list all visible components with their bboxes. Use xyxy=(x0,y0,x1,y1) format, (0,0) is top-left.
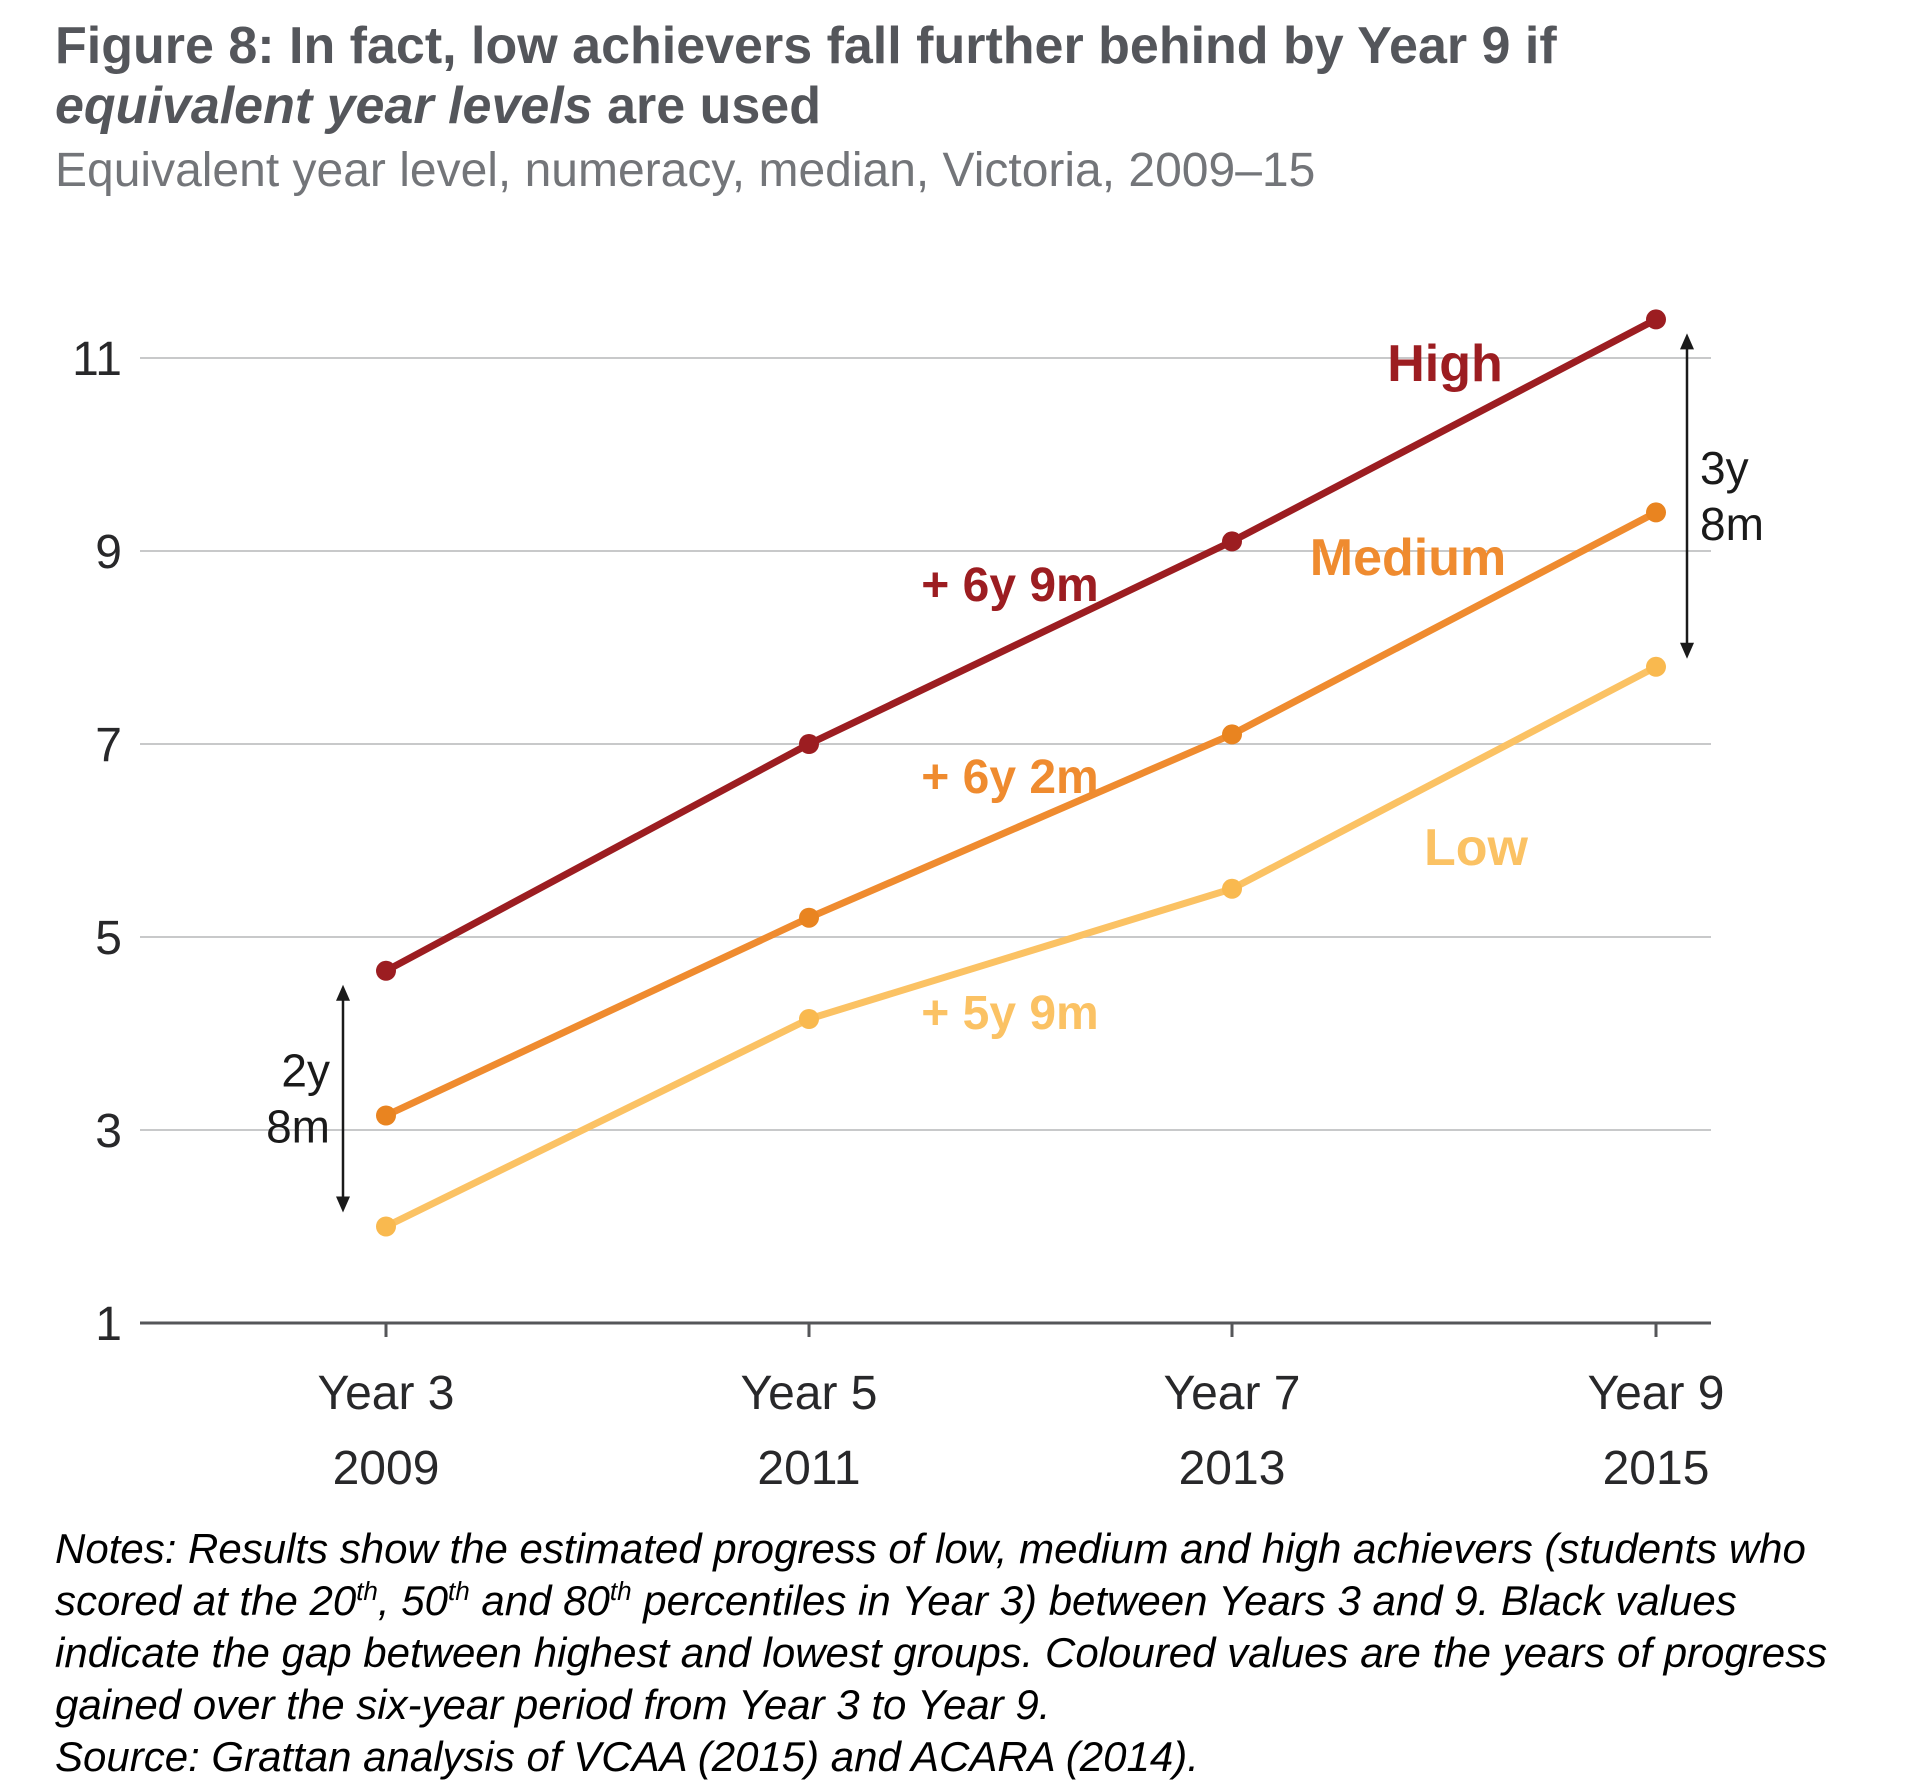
arrow-head-top-gap-year9 xyxy=(1680,333,1694,350)
x-tick-label-date: 2015 xyxy=(1603,1442,1710,1495)
series-label-high: High xyxy=(1387,335,1503,393)
y-tick-label: 7 xyxy=(95,719,122,772)
gap-label-gap-year9: 8m xyxy=(1700,498,1764,550)
series-line-low xyxy=(382,662,1660,1230)
arrow-head-bottom-gap-year3 xyxy=(336,1196,350,1213)
growth-label-high: + 6y 9m xyxy=(921,559,1098,612)
figure-title: Figure 8: In fact, low achievers fall fu… xyxy=(55,17,1557,136)
gap-label-gap-year9: 3y xyxy=(1700,442,1749,494)
y-tick-label: 9 xyxy=(95,526,122,579)
series-point-medium-1 xyxy=(799,907,819,928)
series-line-medium xyxy=(382,508,1660,1119)
arrow-head-bottom-gap-year9 xyxy=(1680,642,1694,659)
series-point-medium-3 xyxy=(1646,502,1666,523)
line-chart-svg: 1 3 5 7 9 11 Year 3 2009 Year 5 2011 Year 7 2013 Yea… xyxy=(72,309,1764,1495)
x-tick-label-date: 2009 xyxy=(333,1442,440,1495)
chart-area: 1 3 5 7 9 11 Year 3 2009 Year 5 2011 Year 7 2013 Yea… xyxy=(0,224,1920,1519)
growth-label-medium: + 6y 2m xyxy=(921,751,1098,804)
series-point-high-3 xyxy=(1646,309,1666,330)
series-point-low-2 xyxy=(1222,878,1242,899)
y-tick-label: 11 xyxy=(72,333,122,386)
gap-label-gap-year3: 8m xyxy=(266,1100,330,1152)
gap-label-gap-year3: 2y xyxy=(281,1044,330,1096)
series-point-high-2 xyxy=(1222,531,1242,552)
x-tick-label-year: Year 9 xyxy=(1587,1367,1724,1420)
series-point-low-3 xyxy=(1646,656,1666,677)
series-point-high-0 xyxy=(376,960,396,981)
x-tick-label-date: 2011 xyxy=(757,1442,860,1495)
figure-header: Figure 8: In fact, low achievers fall fu… xyxy=(0,0,1920,198)
y-tick-label: 3 xyxy=(95,1105,122,1158)
growth-label-low: + 5y 9m xyxy=(921,987,1098,1040)
series-point-high-1 xyxy=(799,733,819,754)
figure-subtitle: Equivalent year level, numeracy, median,… xyxy=(55,143,1316,197)
y-tick-label: 1 xyxy=(95,1298,122,1351)
series-point-low-0 xyxy=(376,1216,396,1237)
arrow-head-top-gap-year3 xyxy=(336,984,350,1001)
y-tick-label: 5 xyxy=(95,912,122,965)
x-tick-label-year: Year 3 xyxy=(317,1367,454,1420)
source-text: Source: Grattan analysis of VCAA (2015) … xyxy=(55,1732,1199,1780)
notes-text: Notes: Results show the estimated progre… xyxy=(55,1524,1828,1728)
notes-block: Notes: Results show the estimated progre… xyxy=(0,1519,1920,1783)
series-point-medium-0 xyxy=(376,1105,396,1126)
series-label-medium: Medium xyxy=(1310,529,1506,587)
series-label-low: Low xyxy=(1424,819,1529,877)
series-point-low-1 xyxy=(799,1008,819,1029)
x-tick-label-date: 2013 xyxy=(1179,1442,1286,1495)
x-tick-label-year: Year 7 xyxy=(1163,1367,1300,1420)
series-line-high xyxy=(382,315,1660,974)
x-tick-label-year: Year 5 xyxy=(740,1367,877,1420)
series-point-medium-2 xyxy=(1222,724,1242,745)
